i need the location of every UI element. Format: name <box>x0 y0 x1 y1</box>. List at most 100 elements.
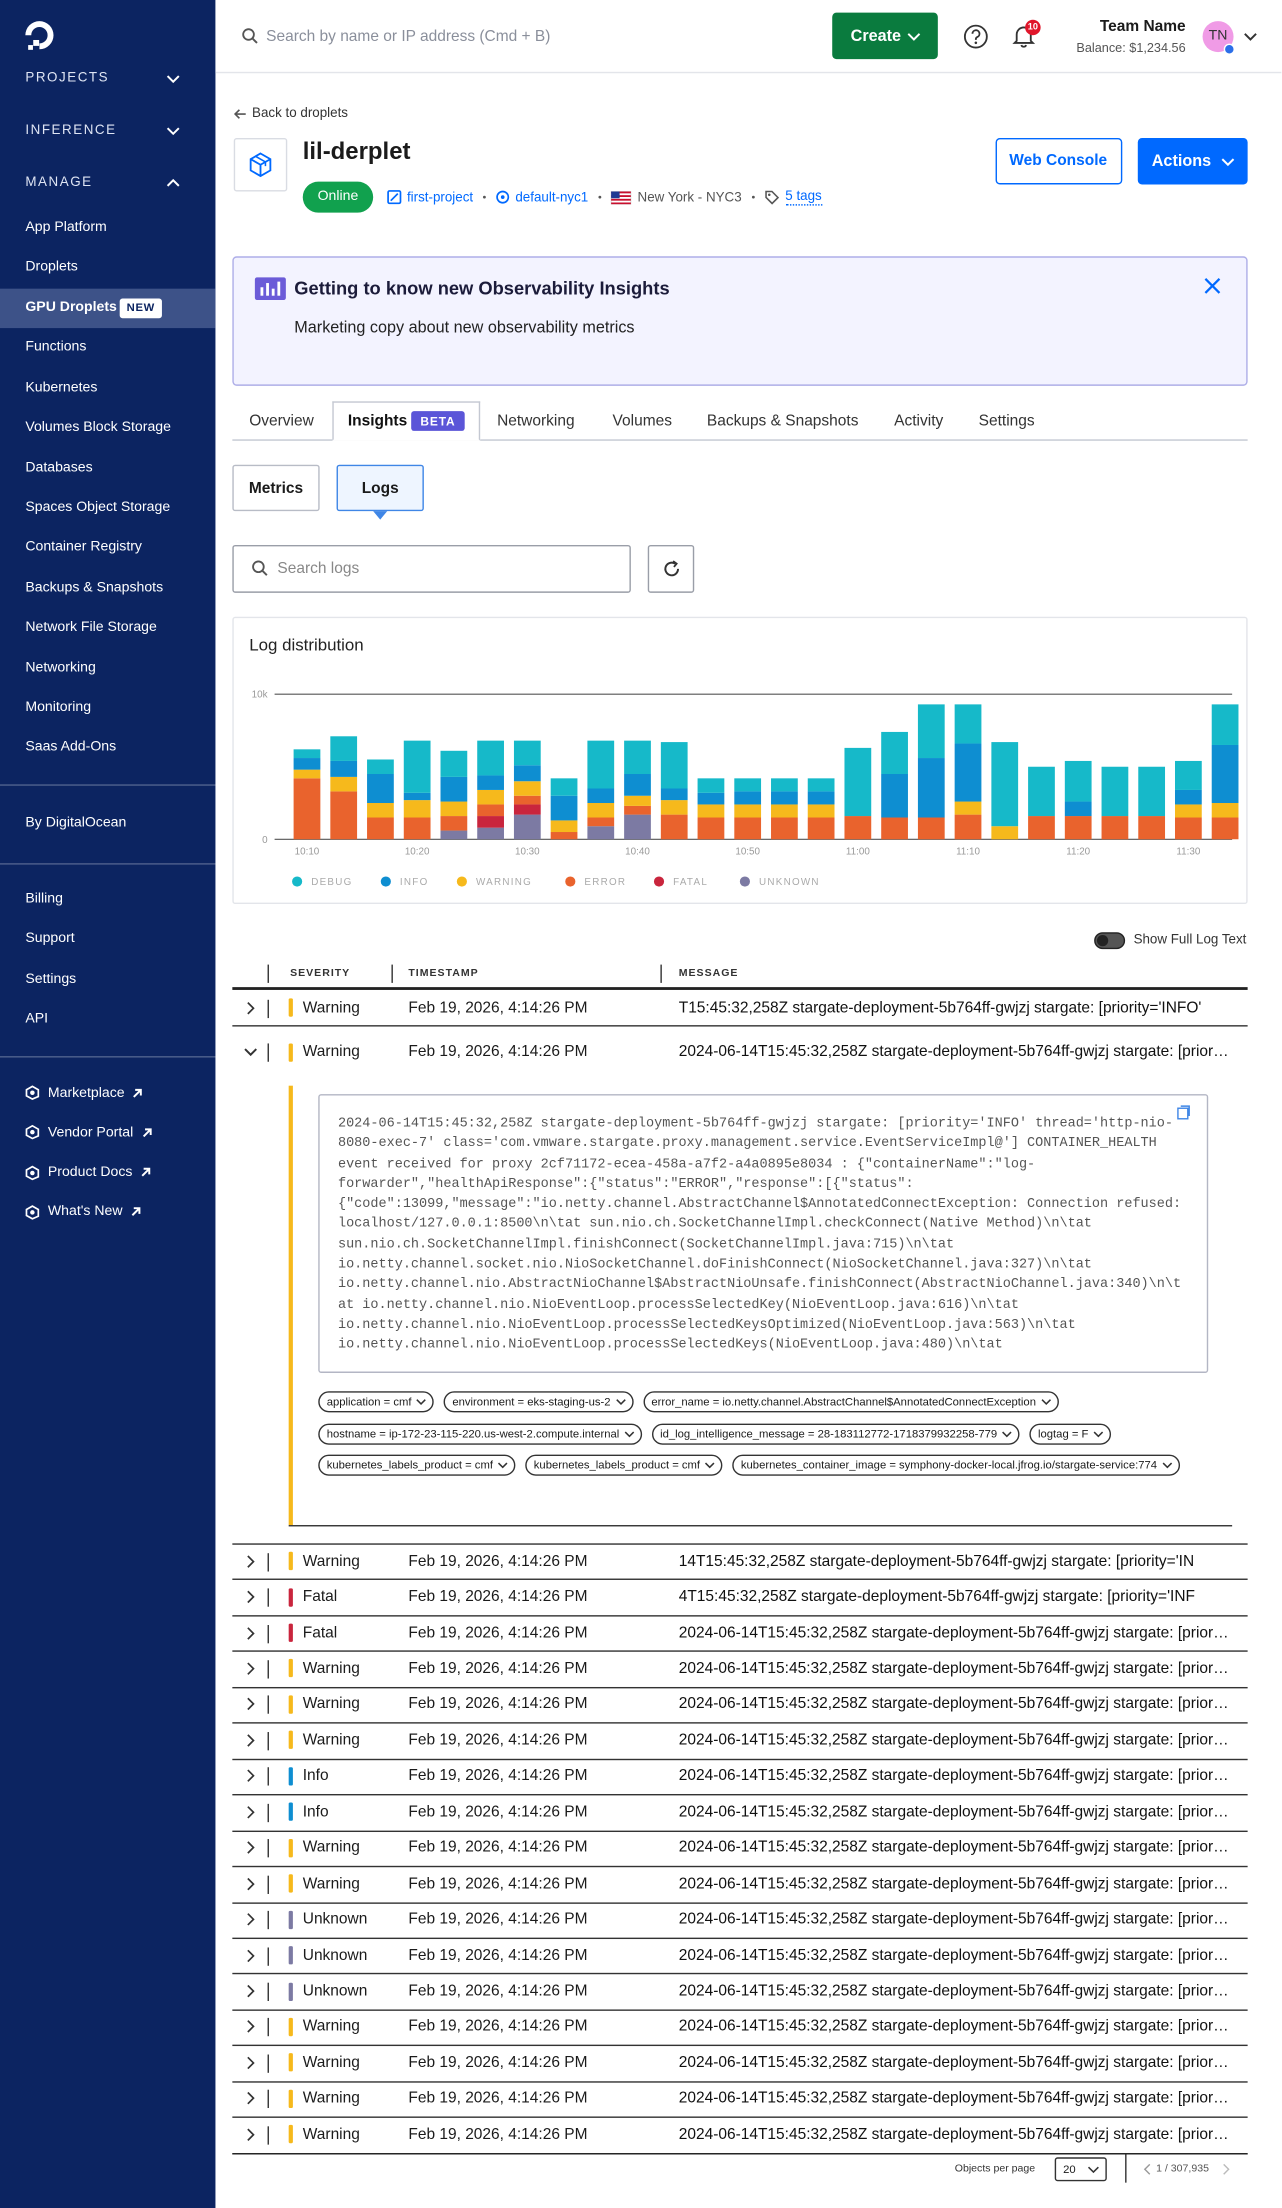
message[interactable]: T15:45:32,258Z stargate-deployment-5b764… <box>678 999 1202 1017</box>
nav-item[interactable]: Monitoring <box>25 699 92 716</box>
nav-item[interactable]: Saas Add-Ons <box>25 739 117 756</box>
per-page-select[interactable]: 20 <box>1054 2157 1107 2182</box>
refresh-button[interactable] <box>647 544 695 593</box>
nav-item[interactable]: Networking <box>25 659 96 676</box>
subtab[interactable]: Metrics <box>232 464 320 512</box>
message[interactable]: 2024-06-14T15:45:32,258Z stargate-deploy… <box>678 1695 1230 1713</box>
select-value: 20 <box>1063 2162 1076 2176</box>
message[interactable]: 2024-06-14T15:45:32,258Z stargate-deploy… <box>678 1946 1230 1964</box>
message[interactable]: 2024-06-14T15:45:32,258Z stargate-deploy… <box>678 1660 1230 1678</box>
message[interactable]: 2024-06-14T15:45:32,258Z stargate-deploy… <box>678 1803 1230 1821</box>
tab[interactable]: Settings <box>978 412 1035 430</box>
search-placeholder[interactable]: Search by name or IP address (Cmd + B) <box>266 28 551 46</box>
search-logs-input[interactable] <box>232 544 631 593</box>
project-link[interactable]: first-project <box>406 189 474 205</box>
external-link[interactable]: Vendor Portal <box>25 1121 152 1144</box>
column-header[interactable]: MESSAGE <box>678 965 739 979</box>
severity: Unknown <box>302 1911 368 1928</box>
tab[interactable]: Insights <box>347 412 408 430</box>
row-separator <box>267 1043 269 1062</box>
nav-item[interactable]: Settings <box>25 971 77 987</box>
message[interactable]: 2024-06-14T15:45:32,258Z stargate-deploy… <box>678 2090 1230 2108</box>
message[interactable]: 2024-06-14T15:45:32,258Z stargate-deploy… <box>678 2018 1230 2036</box>
external-link[interactable]: Marketplace <box>25 1081 143 1104</box>
row-separator <box>267 1875 269 1894</box>
bar-segment <box>844 747 872 817</box>
message[interactable]: 2024-06-14T15:45:32,258Z stargate-deploy… <box>678 2126 1230 2143</box>
row-line <box>232 1830 1248 1832</box>
nav-item[interactable]: Backups & Snapshots <box>25 579 164 596</box>
nav-item[interactable]: App Platform <box>25 219 107 236</box>
message[interactable]: 2024-06-14T15:45:32,258Z stargate-deploy… <box>678 1624 1230 1642</box>
severity-indicator <box>288 2089 293 2108</box>
subtab[interactable]: Logs <box>336 464 424 512</box>
message[interactable]: 2024-06-14T15:45:32,258Z stargate-deploy… <box>678 1767 1230 1785</box>
icon-shape <box>705 1462 715 1469</box>
message[interactable]: 2024-06-14T15:45:32,258Z stargate-deploy… <box>678 1839 1230 1857</box>
tag-pill[interactable]: id_log_intelligence_message = 28-1831127… <box>651 1422 1020 1445</box>
section-header[interactable]: INFERENCE <box>25 122 117 138</box>
external-link[interactable]: What's New <box>25 1201 141 1224</box>
column-header[interactable]: SEVERITY <box>290 965 351 979</box>
row-chevron <box>247 1984 255 1998</box>
bar-segment <box>954 801 982 815</box>
nav-item[interactable]: By DigitalOcean <box>25 815 127 831</box>
nav-item[interactable]: Kubernetes <box>25 379 98 396</box>
severity-indicator <box>288 1766 293 1786</box>
nav-item[interactable]: Functions <box>25 339 87 356</box>
external-link[interactable]: Product Docs <box>25 1161 151 1184</box>
message[interactable]: 2024-06-14T15:45:32,258Z stargate-deploy… <box>678 1731 1230 1749</box>
row-chevron <box>247 1662 255 1675</box>
back-link[interactable]: Back to droplets <box>252 105 348 122</box>
message[interactable]: 2024-06-14T15:45:32,258Z stargate-deploy… <box>678 1875 1230 1893</box>
nav-item[interactable]: API <box>25 1011 49 1027</box>
tag-pill[interactable]: kubernetes_labels_product = cmf <box>525 1454 723 1476</box>
nav-item[interactable]: Spaces Object Storage <box>25 499 171 516</box>
timestamp: Feb 19, 2026, 4:14:26 PM <box>408 1624 588 1642</box>
tab[interactable]: Volumes <box>612 412 672 430</box>
message[interactable]: 2024-06-14T15:45:32,258Z stargate-deploy… <box>678 2054 1230 2072</box>
section-header[interactable]: PROJECTS <box>25 70 110 86</box>
tags-link[interactable]: 5 tags <box>785 188 822 206</box>
legend-label: INFO <box>400 877 429 888</box>
tag-pill[interactable]: hostname = ip-172-23-115-220.us-west-2.c… <box>318 1422 642 1445</box>
bar-segment <box>734 791 762 805</box>
create-button[interactable]: Create <box>832 12 938 60</box>
column-header[interactable]: TIMESTAMP <box>408 965 479 979</box>
team-name[interactable]: Team Name <box>1099 18 1186 36</box>
nav-item[interactable]: GPU Droplets <box>25 299 117 316</box>
nav-item[interactable]: Container Registry <box>25 539 142 556</box>
nav-item[interactable]: Billing <box>25 891 63 907</box>
icon-shape <box>247 1984 255 1998</box>
section-header[interactable]: MANAGE <box>25 174 93 191</box>
web-console-button[interactable]: Web Console <box>995 137 1123 185</box>
tag-pill[interactable]: application = cmf <box>318 1391 435 1413</box>
nav-item[interactable]: Droplets <box>25 259 78 276</box>
message[interactable]: 2024-06-14T15:45:32,258Z stargate-deploy… <box>678 1911 1230 1928</box>
nav-item[interactable]: Volumes Block Storage <box>25 419 171 436</box>
icon-shape <box>247 1949 255 1962</box>
tag-pill[interactable]: kubernetes_container_image = symphony-do… <box>732 1454 1180 1476</box>
tag-pill[interactable]: logtag = F <box>1029 1422 1111 1445</box>
icon-shape <box>767 193 771 197</box>
bar-segment <box>513 804 541 815</box>
nav-item[interactable]: Databases <box>25 459 93 476</box>
tab[interactable]: Backups & Snapshots <box>706 412 859 430</box>
tab[interactable]: Activity <box>894 412 944 430</box>
tag-pill[interactable]: error_name = io.netty.channel.AbstractCh… <box>642 1391 1059 1413</box>
message[interactable]: 2024-06-14T15:45:32,258Z stargate-deploy… <box>678 1043 1230 1061</box>
tab[interactable]: Networking <box>497 412 575 430</box>
vpc-link[interactable]: default-nyc1 <box>515 189 589 205</box>
message[interactable]: 2024-06-14T15:45:32,258Z stargate-deploy… <box>678 1982 1230 2000</box>
nav-item[interactable]: Support <box>25 931 75 947</box>
icon-shape <box>25 21 54 50</box>
message[interactable]: 4T15:45:32,258Z stargate-deployment-5b76… <box>678 1588 1195 1606</box>
droplet-icon <box>249 152 272 178</box>
actions-button[interactable]: Actions <box>1137 137 1248 185</box>
avatar[interactable]: TN <box>1202 21 1234 53</box>
tag-pill[interactable]: kubernetes_labels_product = cmf <box>318 1454 516 1476</box>
nav-item[interactable]: Network File Storage <box>25 619 157 636</box>
message[interactable]: 14T15:45:32,258Z stargate-deployment-5b7… <box>678 1552 1195 1570</box>
tag-pill[interactable]: environment = eks-staging-us-2 <box>443 1391 634 1413</box>
tab[interactable]: Overview <box>249 412 314 430</box>
